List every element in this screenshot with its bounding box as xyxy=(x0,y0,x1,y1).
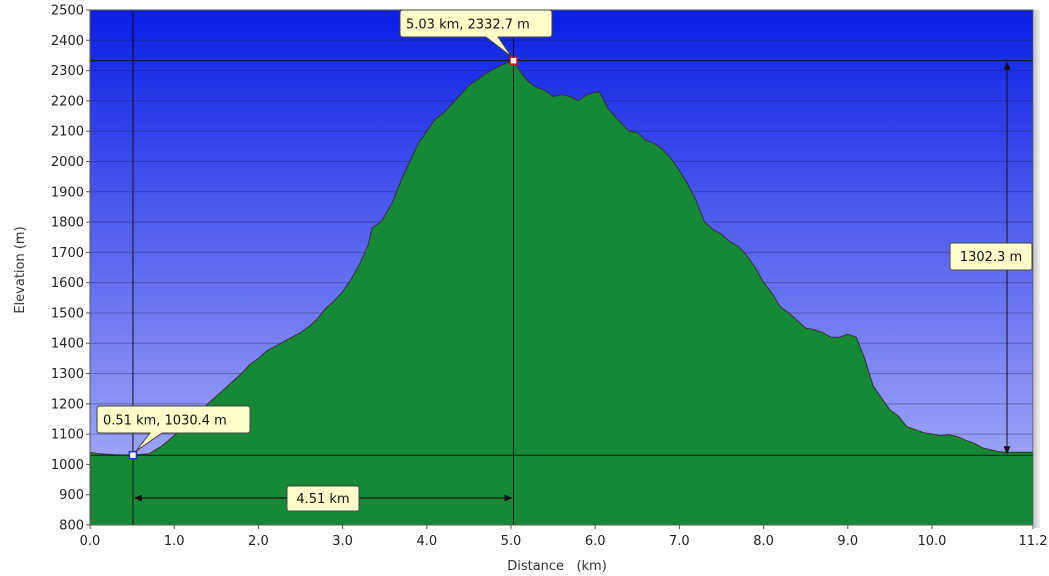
y-tick-label: 2400 xyxy=(51,34,84,49)
x-tick-label: 6.0 xyxy=(585,534,606,549)
y-tick-label: 1700 xyxy=(51,246,84,261)
elevation-gain-label: 1302.3 m xyxy=(960,250,1022,265)
y-tick-label: 2200 xyxy=(51,94,84,109)
y-tick-label: 1100 xyxy=(51,428,84,443)
y-tick-label: 800 xyxy=(59,519,84,534)
y-tick-label: 2000 xyxy=(51,155,84,170)
distance-span: 4.51 km xyxy=(133,485,513,512)
x-tick-label: 3.0 xyxy=(332,534,353,549)
y-tick-label: 2100 xyxy=(51,125,84,140)
peak-marker-callout: 5.03 km, 2332.7 m xyxy=(399,9,553,65)
peak-marker-point[interactable] xyxy=(509,56,518,65)
x-axis: 0.0 1.0 2.0 3.0 4.0 5.0 6.0 7.0 8.0 9.0 10.0 11.2 xyxy=(80,525,1048,549)
peak-marker-label: 5.03 km, 2332.7 m xyxy=(406,18,530,33)
y-tick-label: 1200 xyxy=(51,397,84,412)
y-axis-label: Elevation (m) xyxy=(13,226,28,313)
y-tick-label: 1900 xyxy=(51,185,84,200)
x-tick-label: 0.0 xyxy=(80,534,101,549)
annotations: 0.51 km, 1030.4 m 5.03 km, 2332.7 m 4.51… xyxy=(96,9,1033,512)
start-marker-label: 0.51 km, 1030.4 m xyxy=(103,414,227,429)
y-axis: 800 900 1000 1100 1200 1300 1400 1500 1600 1700 18… xyxy=(51,4,90,534)
x-axis-label: Distance (km) xyxy=(507,559,607,574)
start-marker-point[interactable] xyxy=(128,450,138,460)
y-tick-label: 2300 xyxy=(51,64,84,79)
y-tick-label: 900 xyxy=(59,488,84,503)
x-tick-label: 9.0 xyxy=(837,534,858,549)
y-tick-label: 1300 xyxy=(51,367,84,382)
x-tick-label: 7.0 xyxy=(669,534,690,549)
x-tick-label: 4.0 xyxy=(416,534,437,549)
y-tick-label: 2500 xyxy=(51,4,84,19)
x-tick-label: 5.0 xyxy=(501,534,522,549)
reference-lines xyxy=(90,10,1033,525)
distance-span-label: 4.51 km xyxy=(296,492,349,507)
x-tick-label: 1.0 xyxy=(164,534,185,549)
y-tick-label: 1000 xyxy=(51,458,84,473)
y-tick-label: 1500 xyxy=(51,306,84,321)
x-tick-label: 8.0 xyxy=(753,534,774,549)
x-tick-label: 11.2 xyxy=(1019,534,1048,549)
x-tick-label: 10.0 xyxy=(917,534,946,549)
elevation-area xyxy=(89,60,1034,526)
y-tick-label: 1400 xyxy=(51,337,84,352)
y-tick-label: 1800 xyxy=(51,216,84,231)
plot-shadow xyxy=(1034,10,1040,528)
x-tick-label: 2.0 xyxy=(248,534,269,549)
elevation-gain-span: 1302.3 m xyxy=(949,61,1033,455)
plot-frame xyxy=(89,9,1034,526)
start-marker-callout: 0.51 km, 1030.4 m xyxy=(96,405,251,460)
y-tick-label: 1600 xyxy=(51,276,84,291)
